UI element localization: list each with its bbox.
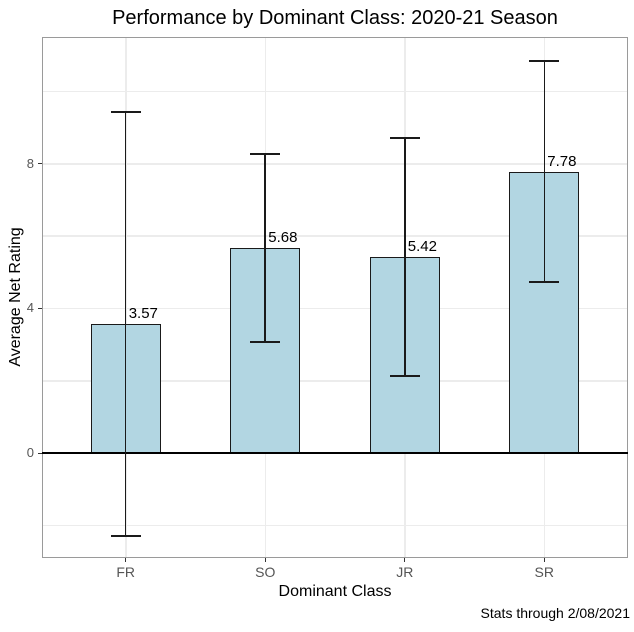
x-tick-label: SO [255,564,276,580]
chart-title: Performance by Dominant Class: 2020-21 S… [112,7,558,29]
error-bar-cap-top [529,60,560,63]
x-tick-label: JR [396,564,414,580]
bar-value-label: 3.57 [128,304,158,322]
y-tick-label: 0 [26,445,34,461]
error-bar-line [543,61,546,282]
bar-value-label: 7.78 [547,152,577,170]
x-tick-mark [543,558,545,562]
h-gridline [43,524,627,527]
zero-line [42,452,628,455]
error-bar-line [404,138,406,376]
error-bar-cap-top [389,137,420,140]
error-bar-cap-bottom [389,374,420,377]
y-tick-label: 4 [26,300,34,316]
error-bar-line [124,111,127,536]
x-tick-label: FR [116,564,136,580]
y-axis-title: Average Net Rating [7,227,24,367]
y-tick-label: 8 [26,155,34,171]
x-tick-mark [125,558,127,562]
y-tick-mark [38,452,42,454]
h-gridline [43,380,627,382]
error-bar-cap-bottom [110,534,141,537]
bar-value-label: 5.42 [407,237,437,255]
error-bar-cap-top [110,110,141,113]
x-axis-title: Dominant Class [278,583,392,600]
chart-caption: Stats through 2/08/2021 [480,605,630,621]
h-gridline [43,235,627,237]
y-tick-mark [38,307,42,309]
x-tick-mark [404,558,406,562]
error-bar-line [264,153,266,342]
error-bar-cap-bottom [250,340,281,343]
error-bar-cap-top [250,152,281,155]
x-tick-label: SR [534,564,554,580]
bar-value-label: 5.68 [268,228,298,246]
y-tick-mark [38,163,42,165]
h-gridline [43,90,627,93]
h-gridline [43,163,627,165]
x-tick-mark [264,558,266,562]
error-bar-cap-bottom [529,280,560,283]
h-gridline [43,307,627,310]
